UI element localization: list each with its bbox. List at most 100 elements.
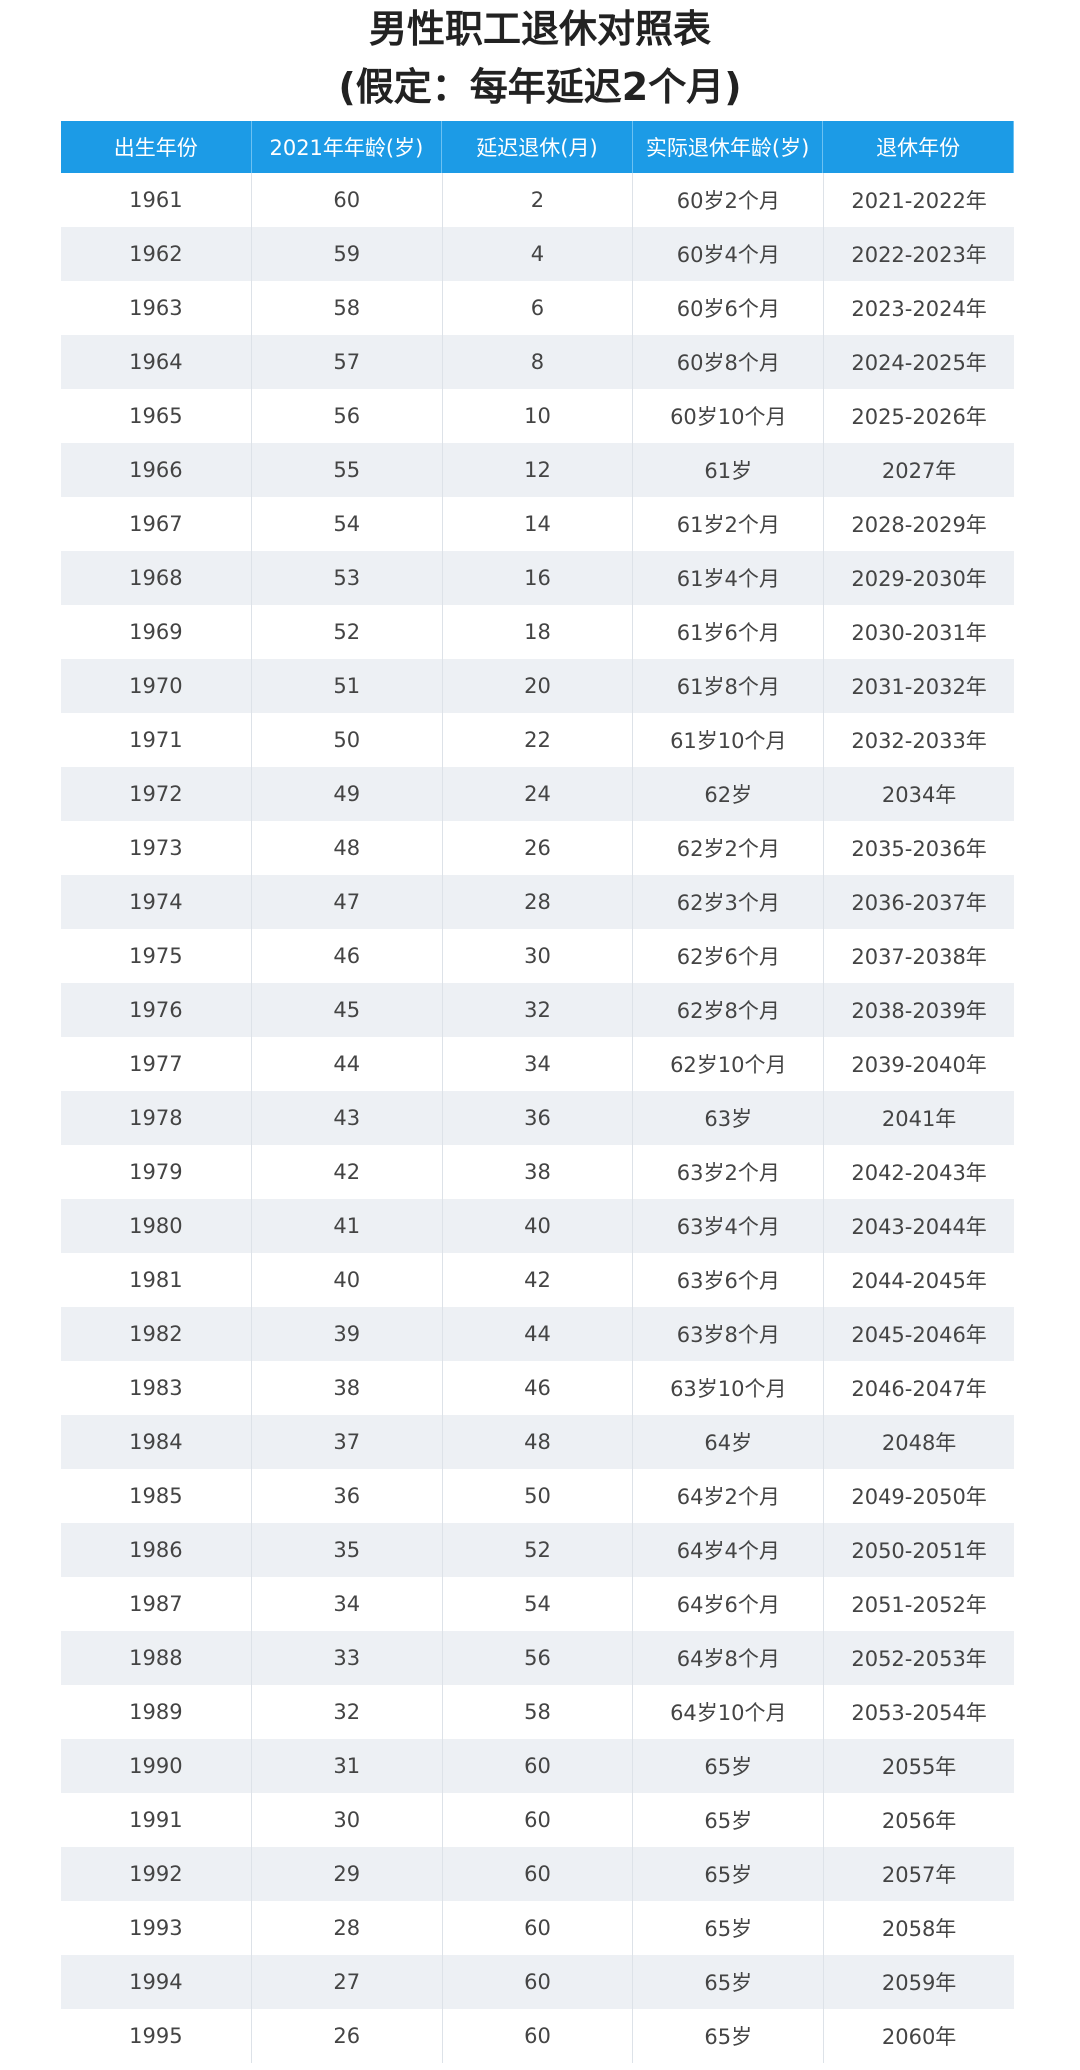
table-row: 1991 30 60 65岁 2056年 — [61, 1793, 1014, 1847]
table-cell: 61岁6个月 — [633, 605, 825, 659]
table-cell: 58 — [443, 1685, 634, 1739]
table-cell: 64岁8个月 — [633, 1631, 825, 1685]
table-cell: 48 — [443, 1415, 634, 1469]
table-cell: 2025-2026年 — [851, 405, 987, 429]
table-cell: 64岁4个月 — [633, 1523, 825, 1577]
table-cell: 1995 — [61, 2009, 252, 2063]
table-cell: 44 — [443, 1307, 634, 1361]
table-cell: 2058年 — [881, 1917, 957, 1941]
table-cell: 45 — [252, 983, 443, 1037]
table-cell: 62岁10个月 — [633, 1037, 825, 1091]
table-cell: 36 — [252, 1469, 443, 1523]
table-cell: 12 — [443, 443, 634, 497]
table-cell: 57 — [252, 335, 443, 389]
table-row: 1974 47 28 62岁3个月 2036-2037年 — [61, 875, 1014, 929]
table-cell: 2022-2023年 — [851, 243, 987, 267]
table-cell: 1972 — [61, 767, 252, 821]
table-cell: 2043-2044年 — [851, 1215, 987, 1239]
table-cell: 1963 — [61, 281, 252, 335]
table-cell: 4 — [443, 227, 634, 281]
table-cell: 63岁8个月 — [633, 1307, 825, 1361]
table-cell: 1985 — [61, 1469, 252, 1523]
table-cell: 65岁 — [633, 1739, 825, 1793]
table-cell: 46 — [443, 1361, 634, 1415]
table-cell: 61岁8个月 — [633, 659, 825, 713]
header-cell: 实际退休年龄(岁) — [633, 121, 824, 173]
table-cell: 60 — [443, 2009, 634, 2063]
table-row: 1973 48 26 62岁2个月 2035-2036年 — [61, 821, 1014, 875]
table-cell: 36 — [443, 1091, 634, 1145]
table-cell: 2029-2030年 — [851, 567, 987, 591]
table-row: 1966 55 12 61岁 2027年 — [61, 443, 1014, 497]
table-cell: 65岁 — [633, 1793, 825, 1847]
table-cell: 55 — [252, 443, 443, 497]
table-cell: 2050-2051年 — [851, 1539, 987, 1563]
table-cell: 24 — [443, 767, 634, 821]
table-cell: 2023-2024年 — [851, 297, 987, 321]
table-cell: 10 — [443, 389, 634, 443]
table-row: 1961 60 2 60岁2个月 2021-2022年 — [61, 173, 1014, 227]
table-cell: 40 — [252, 1253, 443, 1307]
table-row: 1980 41 40 63岁4个月 2043-2044年 — [61, 1199, 1014, 1253]
table: 出生年份 2021年年龄(岁) 延迟退休(月) 实际退休年龄(岁) 退休年份 1961 60… — [61, 121, 1014, 2063]
table-cell: 2059年 — [881, 1971, 957, 1995]
table-cell: 2031-2032年 — [851, 675, 987, 699]
table-cell: 1969 — [61, 605, 252, 659]
table-cell: 1986 — [61, 1523, 252, 1577]
table-cell: 2055年 — [881, 1755, 957, 1779]
table-cell: 54 — [443, 1577, 634, 1631]
table-cell: 35 — [252, 1523, 443, 1577]
table-cell: 60 — [443, 1739, 634, 1793]
table-cell: 61岁 — [633, 443, 825, 497]
table-cell: 60岁2个月 — [633, 173, 825, 227]
table-cell: 51 — [252, 659, 443, 713]
table-row: 1967 54 14 61岁2个月 2028-2029年 — [61, 497, 1014, 551]
table-cell: 2045-2046年 — [851, 1323, 987, 1347]
table-cell: 1977 — [61, 1037, 252, 1091]
table-cell: 60 — [443, 1793, 634, 1847]
table-cell: 46 — [252, 929, 443, 983]
table-cell: 1975 — [61, 929, 252, 983]
table-cell: 26 — [443, 821, 634, 875]
table-cell: 60 — [443, 1901, 634, 1955]
table-cell: 54 — [252, 497, 443, 551]
table-cell: 1970 — [61, 659, 252, 713]
table-cell: 8 — [443, 335, 634, 389]
table-cell: 40 — [443, 1199, 634, 1253]
table-row: 1989 32 58 64岁10个月 2053-2054年 — [61, 1685, 1014, 1739]
table-row: 1982 39 44 63岁8个月 2045-2046年 — [61, 1307, 1014, 1361]
table-row: 1968 53 16 61岁4个月 2029-2030年 — [61, 551, 1014, 605]
table-cell: 1989 — [61, 1685, 252, 1739]
table-cell: 2039-2040年 — [851, 1053, 987, 1077]
table-cell: 1980 — [61, 1199, 252, 1253]
table-cell: 38 — [252, 1361, 443, 1415]
table-cell: 43 — [252, 1091, 443, 1145]
table-cell: 62岁6个月 — [633, 929, 825, 983]
table-cell: 2053-2054年 — [851, 1701, 987, 1725]
table-cell: 2024-2025年 — [851, 351, 987, 375]
table-row: 1987 34 54 64岁6个月 2051-2052年 — [61, 1577, 1014, 1631]
table-cell: 60 — [443, 1955, 634, 2009]
table-cell: 64岁2个月 — [633, 1469, 825, 1523]
table-cell: 63岁 — [633, 1091, 825, 1145]
table-cell: 1988 — [61, 1631, 252, 1685]
table-cell: 6 — [443, 281, 634, 335]
header-cell: 2021年年龄(岁) — [252, 121, 443, 173]
table-cell: 16 — [443, 551, 634, 605]
table-row: 1962 59 4 60岁4个月 2022-2023年 — [61, 227, 1014, 281]
table-cell: 38 — [443, 1145, 634, 1199]
title: 男性职工退休对照表 — [368, 7, 711, 51]
table-cell: 1981 — [61, 1253, 252, 1307]
table-cell: 2042-2043年 — [851, 1161, 987, 1185]
table-row: 1992 29 60 65岁 2057年 — [61, 1847, 1014, 1901]
table-cell: 59 — [252, 227, 443, 281]
table-cell: 1968 — [61, 551, 252, 605]
table-cell: 1962 — [61, 227, 252, 281]
table-cell: 2056年 — [881, 1809, 957, 1833]
table-cell: 2046-2047年 — [851, 1377, 987, 1401]
table-cell: 32 — [252, 1685, 443, 1739]
table-cell: 2049-2050年 — [851, 1485, 987, 1509]
table-row: 1983 38 46 63岁10个月 2046-2047年 — [61, 1361, 1014, 1415]
table-cell: 1967 — [61, 497, 252, 551]
table-cell: 2034年 — [881, 783, 957, 807]
